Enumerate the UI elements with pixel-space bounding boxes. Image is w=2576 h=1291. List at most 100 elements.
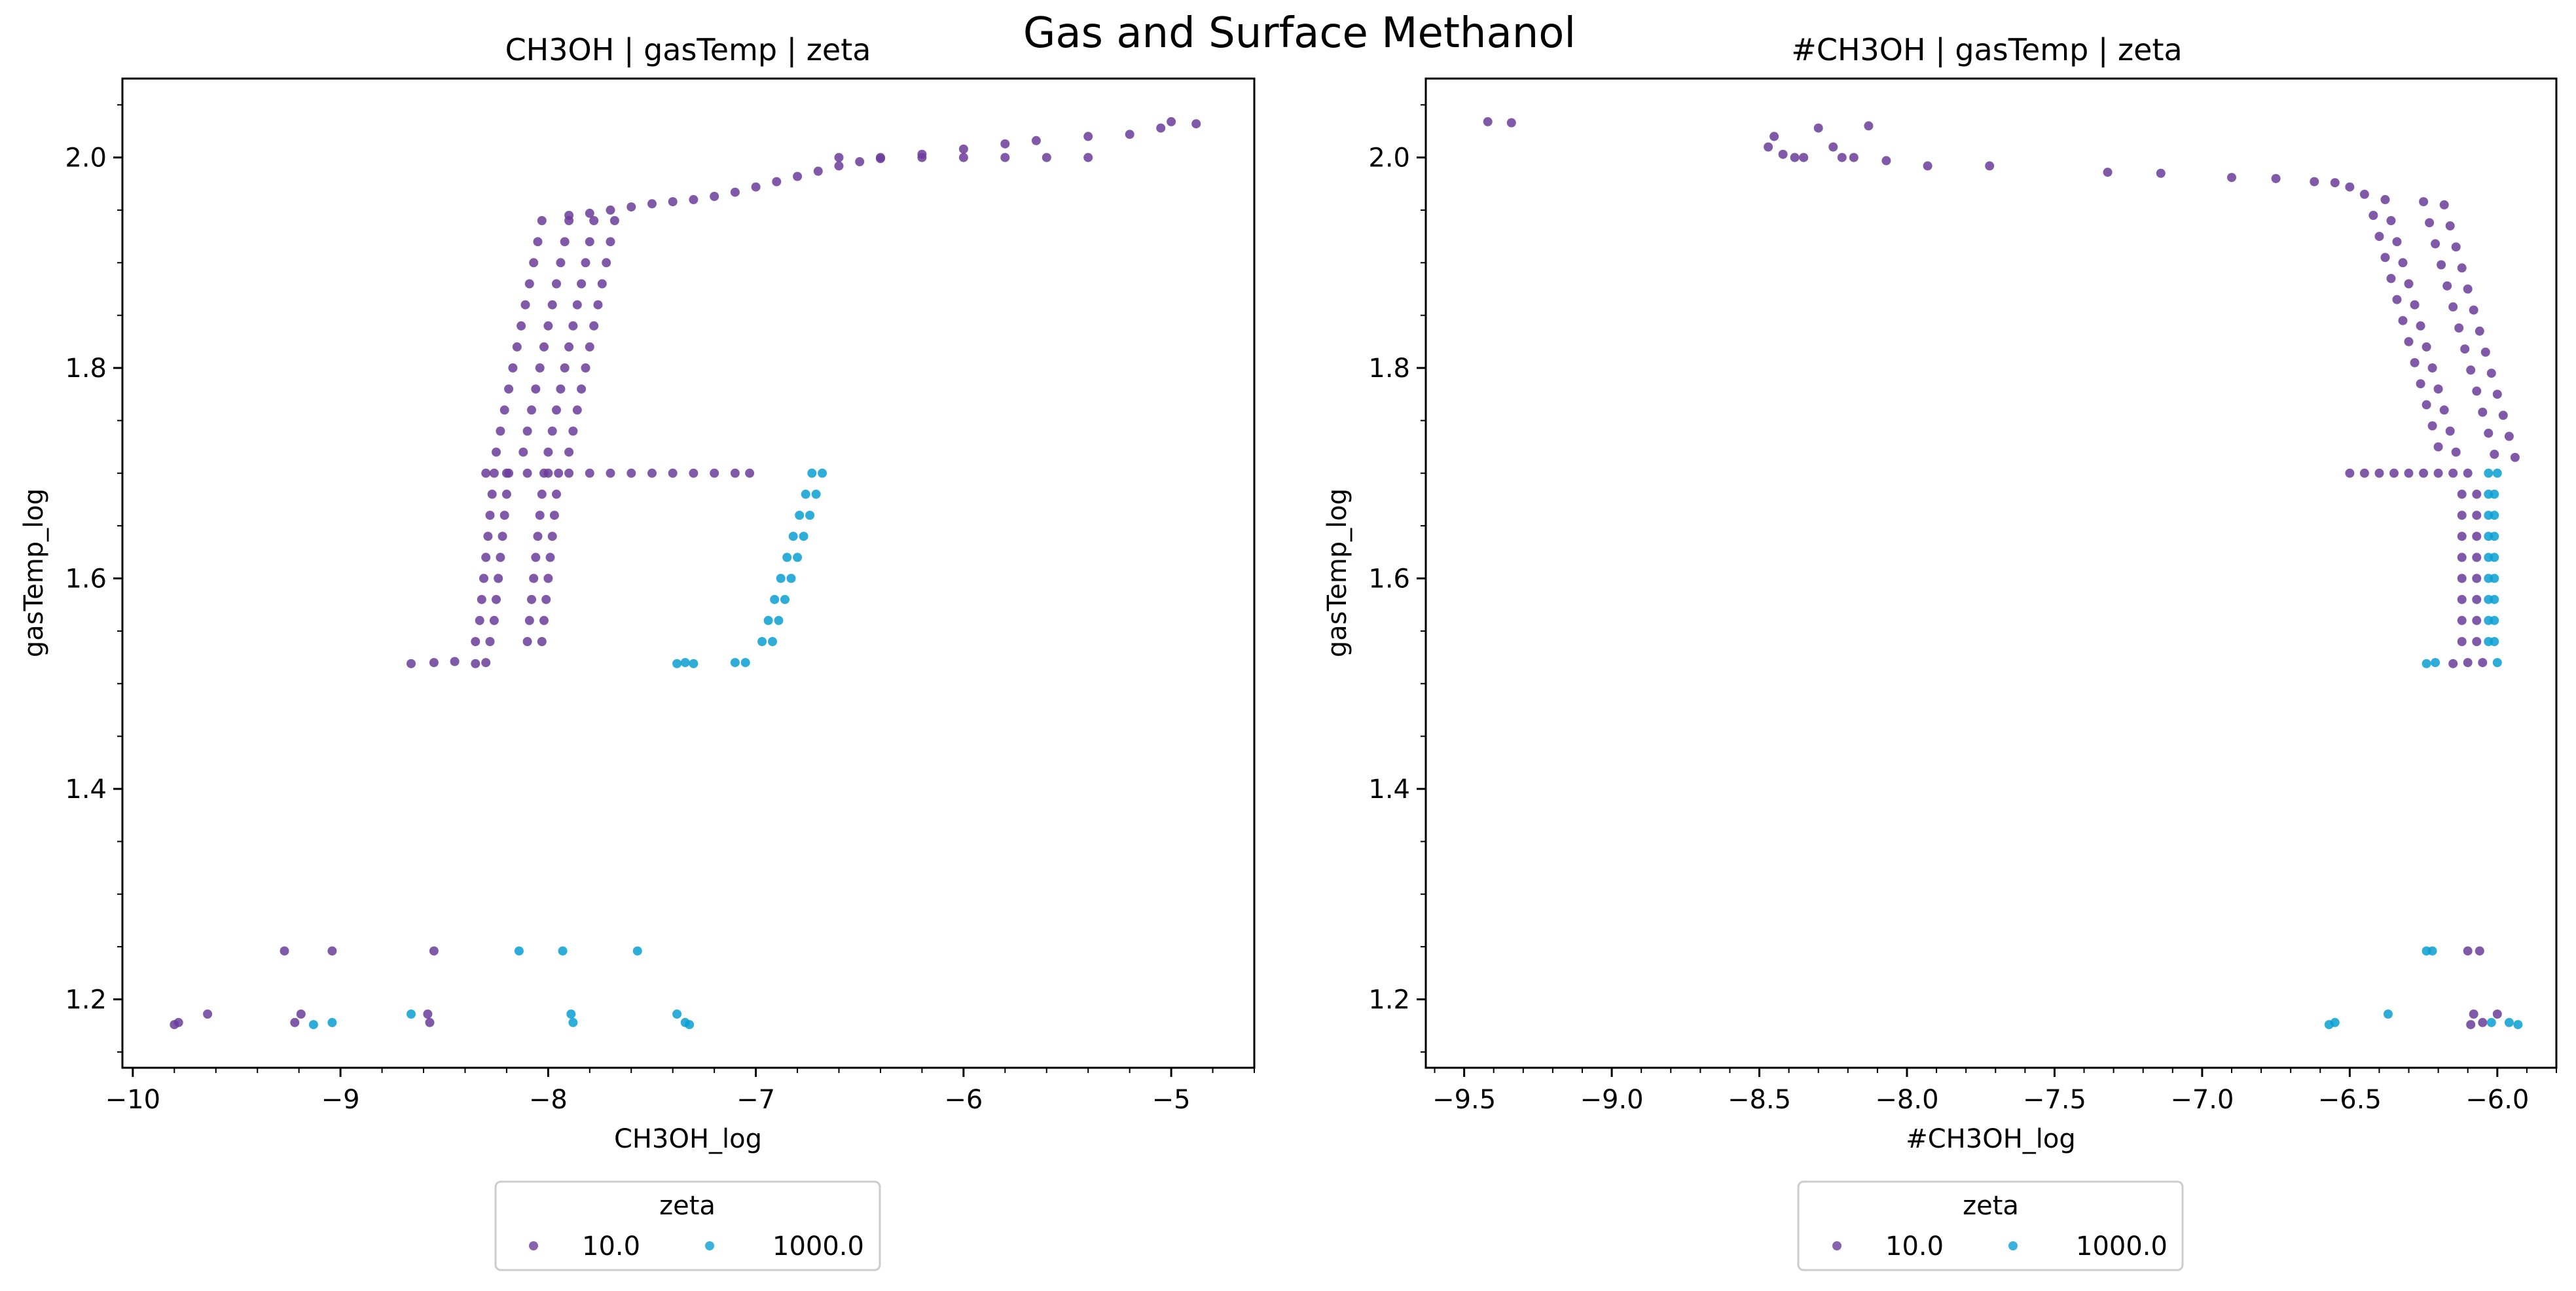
right-point-zeta-10-0	[2386, 216, 2396, 225]
left-point-zeta-10-0	[494, 573, 503, 583]
left-point-zeta-10-0	[876, 153, 885, 162]
left-point-zeta-10-0	[593, 300, 603, 310]
left-point-zeta-10-0	[203, 1009, 213, 1019]
right-point-zeta-10-0	[2425, 218, 2435, 228]
left-point-zeta-10-0	[554, 468, 564, 478]
right-point-zeta-10-0	[2478, 1017, 2488, 1027]
left-point-zeta-10-0	[529, 573, 539, 583]
right-point-zeta-10-0	[2398, 316, 2408, 325]
right-point-zeta-10-0	[2389, 468, 2399, 478]
left-point-zeta-10-0	[564, 468, 574, 478]
right-y-tick-label: 1.8	[1368, 354, 1410, 384]
left-point-zeta-1000-0	[566, 1009, 576, 1019]
left-point-zeta-10-0	[543, 447, 553, 457]
left-legend-label-zeta-10: 10.0	[582, 1231, 640, 1262]
right-point-zeta-10-0	[2271, 173, 2281, 183]
left-point-zeta-10-0	[606, 237, 615, 247]
left-point-zeta-10-0	[585, 468, 594, 478]
left-point-zeta-1000-0	[568, 1017, 578, 1027]
left-point-zeta-1000-0	[799, 532, 808, 541]
right-point-zeta-10-0	[2469, 305, 2478, 315]
right-point-zeta-10-0	[2484, 428, 2494, 438]
right-point-zeta-10-0	[1790, 153, 1800, 162]
left-point-zeta-10-0	[327, 946, 337, 956]
left-point-zeta-10-0	[481, 468, 491, 478]
figure-title: Gas and Surface Methanol	[1023, 9, 1576, 58]
left-point-zeta-1000-0	[818, 468, 827, 478]
left-point-zeta-10-0	[560, 237, 570, 247]
right-point-zeta-1000-0	[2484, 468, 2494, 478]
right-point-zeta-10-0	[2410, 358, 2420, 367]
right-point-zeta-10-0	[2433, 468, 2443, 478]
left-point-zeta-10-0	[481, 658, 491, 668]
left-point-zeta-10-0	[547, 426, 557, 436]
left-point-zeta-10-0	[730, 468, 740, 478]
left-x-tick-label: −10	[105, 1085, 160, 1115]
right-point-zeta-10-0	[1828, 142, 1838, 152]
left-point-zeta-1000-0	[740, 658, 750, 668]
right-y-axis-label: gasTemp_log	[1322, 488, 1352, 657]
left-point-zeta-10-0	[492, 447, 501, 457]
left-x-axis-label: CH3OH_log	[614, 1124, 762, 1154]
left-point-zeta-1000-0	[768, 637, 777, 646]
left-point-zeta-10-0	[527, 594, 536, 604]
left-point-zeta-10-0	[668, 468, 678, 478]
right-point-zeta-10-0	[2457, 511, 2467, 520]
left-point-zeta-1000-0	[795, 511, 805, 520]
left-point-zeta-10-0	[477, 594, 486, 604]
left-point-zeta-10-0	[958, 153, 968, 162]
left-point-zeta-1000-0	[805, 511, 815, 520]
left-point-zeta-10-0	[537, 637, 547, 646]
left-point-zeta-1000-0	[514, 946, 524, 956]
left-x-tick-label: −5	[1152, 1085, 1191, 1115]
left-x-tick-label: −7	[736, 1085, 775, 1115]
left-point-zeta-10-0	[429, 658, 439, 668]
right-point-zeta-10-0	[2433, 442, 2443, 452]
right-point-zeta-10-0	[2480, 347, 2490, 357]
right-point-zeta-10-0	[2103, 168, 2113, 177]
right-legend: zeta 10.0 1000.0	[1797, 1180, 2184, 1271]
right-point-zeta-1000-0	[2490, 573, 2499, 583]
left-point-zeta-10-0	[524, 615, 534, 625]
left-point-zeta-10-0	[531, 553, 541, 562]
right-x-tick-label: −8.0	[1875, 1085, 1938, 1115]
right-point-zeta-10-0	[2457, 573, 2467, 583]
right-x-tick-label: −9.5	[1432, 1085, 1496, 1115]
left-point-zeta-10-0	[581, 363, 590, 373]
left-point-zeta-10-0	[689, 468, 698, 478]
left-point-zeta-10-0	[626, 468, 636, 478]
left-legend-label-zeta-1000: 1000.0	[772, 1231, 864, 1262]
right-point-zeta-10-0	[2457, 594, 2467, 604]
left-point-zeta-10-0	[552, 279, 561, 289]
left-point-zeta-1000-0	[327, 1017, 337, 1027]
right-point-zeta-10-0	[2374, 468, 2384, 478]
right-point-zeta-10-0	[1799, 153, 1809, 162]
left-y-tick-label: 1.6	[65, 564, 107, 594]
right-point-zeta-10-0	[1506, 118, 1516, 128]
left-point-zeta-10-0	[568, 426, 578, 436]
left-point-zeta-10-0	[543, 321, 553, 331]
left-point-zeta-10-0	[541, 594, 551, 604]
right-point-zeta-10-0	[2439, 200, 2449, 209]
left-point-zeta-10-0	[539, 615, 549, 625]
left-point-zeta-10-0	[496, 553, 505, 562]
left-y-tick-label: 1.2	[65, 985, 107, 1015]
left-point-zeta-10-0	[589, 321, 599, 331]
left-point-zeta-1000-0	[770, 594, 780, 604]
right-point-zeta-10-0	[2419, 468, 2429, 478]
left-point-zeta-10-0	[647, 199, 657, 209]
left-point-zeta-1000-0	[811, 489, 821, 499]
right-point-zeta-10-0	[2380, 253, 2390, 263]
left-point-zeta-10-0	[517, 321, 526, 331]
right-axis-ticks: −9.5 −9.0 −8.5 −8.0 −7.5 −7.0 −6.5 −6.0 1.2 1.4 1.…	[1368, 143, 2529, 1115]
left-y-tick-label: 1.4	[65, 774, 107, 805]
right-point-zeta-10-0	[2437, 260, 2446, 270]
left-point-zeta-10-0	[545, 553, 555, 562]
right-point-zeta-10-0	[2466, 1020, 2476, 1030]
left-legend-marker-zeta-10	[529, 1241, 538, 1250]
right-point-zeta-10-0	[2492, 390, 2502, 399]
right-point-zeta-1000-0	[2492, 468, 2502, 478]
left-point-zeta-10-0	[450, 657, 460, 666]
right-point-zeta-1000-0	[2486, 1017, 2496, 1027]
